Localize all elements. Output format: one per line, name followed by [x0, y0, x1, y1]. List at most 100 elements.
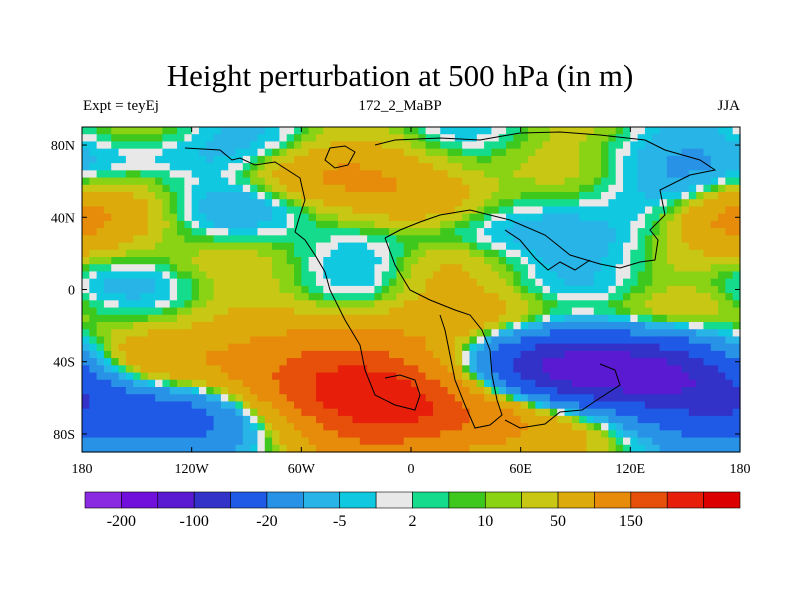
contour-cell	[549, 408, 558, 417]
contour-cell	[177, 199, 185, 208]
contour-cell	[133, 192, 156, 200]
contour-cell	[484, 213, 493, 222]
contour-cell	[191, 199, 200, 208]
contour-cell	[703, 192, 719, 200]
contour-cell	[615, 430, 624, 439]
contour-cell	[82, 307, 98, 316]
contour-cell	[513, 170, 580, 179]
contour-cell	[586, 415, 595, 424]
contour-cell	[520, 314, 529, 323]
contour-cell	[89, 257, 112, 265]
contour-cell	[681, 220, 712, 229]
contour-cell	[527, 401, 536, 410]
contour-cell	[637, 430, 683, 439]
contour-cell	[286, 394, 317, 403]
contour-cell	[111, 350, 127, 359]
contour-cell	[498, 387, 507, 395]
contour-cell	[272, 264, 295, 273]
contour-cell	[272, 199, 280, 208]
contour-cell	[206, 408, 237, 417]
contour-cell	[184, 206, 193, 215]
contour-cell	[542, 285, 551, 294]
contour-cell	[279, 134, 288, 143]
contour-cell	[432, 163, 463, 171]
contour-cell	[301, 134, 317, 143]
contour-cell	[89, 329, 98, 338]
contour-cell	[615, 437, 624, 446]
contour-cell	[549, 127, 595, 135]
contour-cell	[184, 199, 193, 208]
contour-cell	[82, 206, 105, 215]
contour-cell	[454, 350, 463, 359]
contour-cell	[696, 329, 719, 338]
contour-cell	[140, 365, 222, 374]
contour-cell	[301, 199, 324, 208]
contour-cell	[111, 257, 171, 265]
contour-cell	[615, 307, 631, 316]
contour-cell	[177, 271, 193, 280]
contour-cell	[484, 343, 500, 352]
contour-cell	[484, 170, 514, 179]
contour-cell	[725, 372, 741, 381]
contour-cell	[89, 264, 112, 273]
contour-cell	[155, 300, 171, 309]
contour-cell	[659, 423, 741, 431]
contour-cell	[286, 249, 295, 258]
contour-cell	[250, 423, 259, 431]
contour-cell	[162, 134, 185, 143]
contour-cell	[228, 343, 427, 352]
contour-cell	[535, 264, 551, 273]
contour-cell	[462, 372, 471, 381]
contour-cell	[491, 264, 507, 273]
contour-cell	[484, 220, 493, 229]
contour-cell	[257, 423, 266, 431]
contour-cell	[235, 408, 244, 417]
contour-cell	[718, 192, 741, 200]
contour-cell	[725, 350, 741, 359]
contour-cell	[250, 408, 259, 417]
contour-cell	[301, 350, 390, 359]
contour-cell	[608, 444, 617, 453]
contour-cell	[250, 387, 280, 395]
contour-cell	[601, 423, 609, 431]
contour-cell	[279, 379, 317, 388]
contour-cell	[96, 134, 112, 143]
contour-cell	[250, 415, 259, 424]
contour-cell	[264, 437, 273, 446]
contour-cell	[513, 285, 522, 294]
contour-cell	[191, 220, 200, 229]
contour-cell	[644, 192, 661, 200]
contour-cell	[469, 415, 522, 424]
contour-cell	[337, 365, 368, 374]
contour-cell	[513, 408, 536, 417]
contour-cell	[725, 206, 741, 215]
contour-cell	[381, 285, 390, 294]
contour-cell	[476, 365, 493, 374]
contour-cell	[440, 141, 463, 150]
contour-cell	[337, 408, 434, 417]
contour-cell	[89, 350, 98, 359]
colorbar-label: -20	[256, 513, 277, 530]
contour-cell	[308, 293, 324, 301]
contour-cell	[498, 257, 507, 265]
contour-cell	[506, 257, 522, 265]
contour-cell	[542, 322, 646, 330]
contour-cell	[462, 264, 493, 273]
colorbar-label: 2	[409, 513, 417, 530]
contour-cell	[184, 184, 193, 193]
contour-cell	[462, 163, 522, 171]
contour-cell	[608, 300, 624, 309]
contour-cell	[82, 228, 98, 236]
coastline-australia-antarctic	[504, 363, 621, 429]
contour-cell	[637, 177, 712, 186]
contour-cell	[469, 408, 514, 417]
contour-cell	[681, 430, 741, 439]
contour-cell	[162, 307, 178, 316]
contour-cell	[169, 257, 193, 265]
contour-cell	[337, 430, 441, 439]
contour-cell	[440, 228, 456, 236]
contour-cell	[593, 394, 741, 403]
contour-cell	[308, 206, 317, 215]
contour-cell	[615, 264, 631, 273]
contour-cell	[644, 213, 661, 222]
